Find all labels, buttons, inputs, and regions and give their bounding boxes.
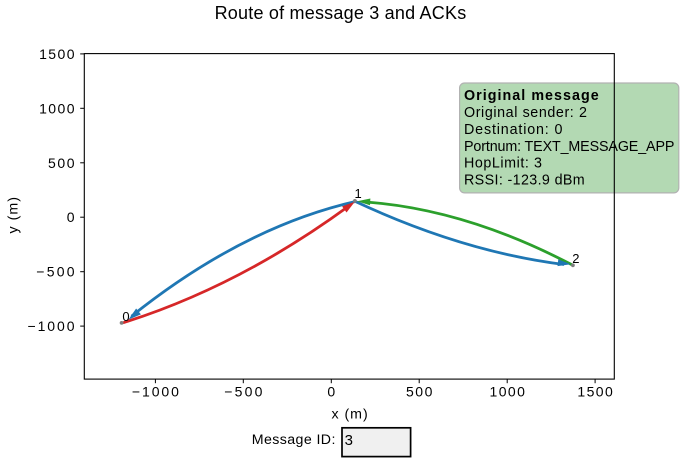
- svg-text:−1000: −1000: [132, 384, 179, 400]
- svg-text:500: 500: [406, 384, 433, 400]
- svg-text:−1000: −1000: [28, 318, 75, 334]
- svg-text:1500: 1500: [577, 384, 613, 400]
- svg-text:3: 3: [345, 432, 353, 449]
- svg-text:Original message: Original message: [464, 88, 599, 104]
- svg-text:500: 500: [48, 155, 75, 171]
- svg-text:1000: 1000: [39, 100, 75, 116]
- svg-text:1500: 1500: [39, 46, 75, 62]
- svg-text:Message ID:: Message ID:: [252, 432, 336, 448]
- svg-text:0: 0: [122, 309, 129, 324]
- svg-text:0: 0: [327, 384, 335, 400]
- svg-text:0: 0: [67, 209, 75, 225]
- svg-text:x (m): x (m): [332, 407, 368, 423]
- svg-text:1000: 1000: [490, 384, 526, 400]
- svg-text:Route of message 3 and ACKs: Route of message 3 and ACKs: [215, 3, 467, 23]
- svg-text:y (m): y (m): [5, 197, 21, 234]
- svg-text:2: 2: [572, 251, 579, 266]
- svg-text:HopLimit: 3: HopLimit: 3: [464, 156, 542, 172]
- svg-text:Portnum: TEXT_MESSAGE_APP: Portnum: TEXT_MESSAGE_APP: [464, 139, 674, 155]
- svg-text:1: 1: [355, 186, 362, 201]
- svg-text:Original sender: 2: Original sender: 2: [464, 105, 587, 121]
- svg-text:Destination: 0: Destination: 0: [464, 122, 562, 138]
- svg-text:RSSI: -123.9 dBm: RSSI: -123.9 dBm: [464, 173, 585, 189]
